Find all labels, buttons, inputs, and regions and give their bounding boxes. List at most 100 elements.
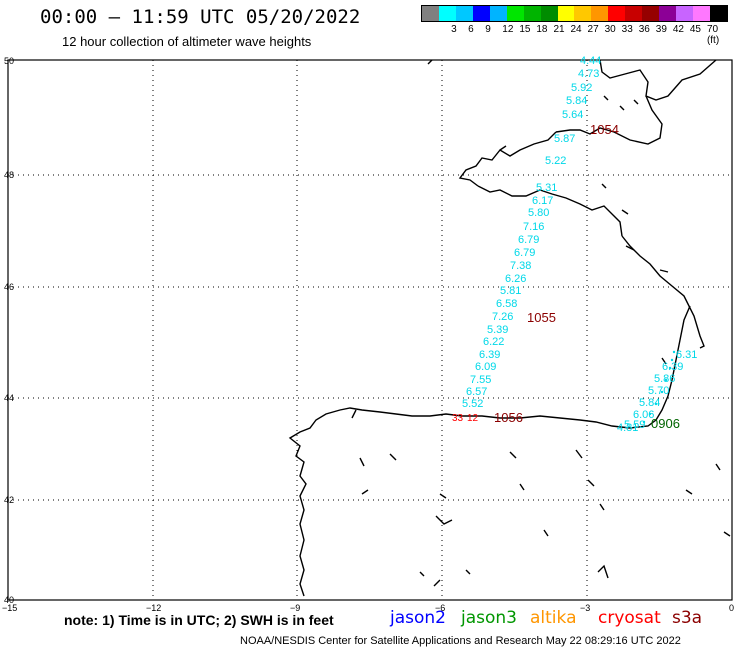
color-scale-label: 15 xyxy=(519,24,531,35)
lon-label: −3 xyxy=(580,603,590,613)
swh-value-label: 5.86 xyxy=(654,373,675,385)
swh-value-label: 5.92 xyxy=(571,82,592,94)
swh-value-label: 6.26 xyxy=(505,273,526,285)
swh-value-label: 4.81 xyxy=(617,422,638,434)
swh-value-label: 5.39 xyxy=(487,324,508,336)
color-scale-swatch xyxy=(438,6,456,21)
color-scale-label: 36 xyxy=(638,24,650,35)
legend-item-jason3: jason3 xyxy=(461,608,517,628)
color-scale-swatch xyxy=(625,6,643,21)
swh-value-label: 6.57 xyxy=(466,386,487,398)
swh-value-label: 5.80 xyxy=(528,207,549,219)
map-subtitle: 12 hour collection of altimeter wave hei… xyxy=(62,34,312,49)
swh-value-label: 5.81 xyxy=(500,285,521,297)
color-scale-label: 30 xyxy=(604,24,616,35)
swh-value-label: 6.31 xyxy=(676,349,697,361)
swh-value-label: 5.64 xyxy=(562,109,583,121)
legend-item-cryosat: cryosat xyxy=(598,608,661,628)
swh-value-label: 7.38 xyxy=(510,260,531,272)
swh-value-label: 5.52 xyxy=(462,398,483,410)
pass-time-label: 1054 xyxy=(590,122,619,137)
color-scale-label: 27 xyxy=(587,24,599,35)
color-scale-label: 3 xyxy=(451,24,457,35)
color-scale-label: 42 xyxy=(672,24,684,35)
graticule xyxy=(8,60,732,600)
color-scale-swatch xyxy=(489,6,507,21)
swh-value-label: 5.59 xyxy=(624,419,645,431)
legend-item-altika: altika xyxy=(530,608,577,628)
coastline xyxy=(288,59,731,597)
legend-item-s3a: s3a xyxy=(672,608,703,628)
swh-value-label: 7.16 xyxy=(523,221,544,233)
swh-value-label: 5.31 xyxy=(536,182,557,194)
lat-label: 42 xyxy=(4,495,14,505)
swh-value-label: 6.17 xyxy=(532,195,553,207)
lon-label: −6 xyxy=(435,603,445,613)
credit-line: NOAA/NESDIS Center for Satellite Applica… xyxy=(240,635,681,647)
swh-value-label: 6.39 xyxy=(662,361,683,373)
color-scale-label: 9 xyxy=(485,24,491,35)
pass-time-label: 1055 xyxy=(527,310,556,325)
track-b-labels: 6.316.395.865.705.846.065.594.81 xyxy=(617,349,697,434)
swh-value-label: 6.79 xyxy=(518,234,539,246)
swh-value-label: 5.84 xyxy=(566,95,587,107)
color-scale-swatch xyxy=(709,6,727,21)
lon-label: −9 xyxy=(290,603,300,613)
color-scale-label: 39 xyxy=(655,24,667,35)
swh-value-label: 6.09 xyxy=(475,361,496,373)
lat-label: 48 xyxy=(4,170,14,180)
color-scale-label: 45 xyxy=(689,24,701,35)
lon-label: 0 xyxy=(729,603,734,613)
color-scale-swatch xyxy=(472,6,490,21)
color-scale-label: 70 (ft) xyxy=(706,24,720,46)
map-title: 00:00 – 11:59 UTC 05/20/2022 xyxy=(40,6,361,28)
map-frame xyxy=(7,59,733,601)
color-scale-label: 12 xyxy=(502,24,514,35)
swh-value-label: 4.44 xyxy=(580,55,601,67)
color-scale-swatch xyxy=(557,6,575,21)
lon-label: −15 xyxy=(2,603,17,613)
color-scale-bar: 3 6 9 12 15 18 21 24 27 30 33 36 39 42 45 70 (ft) xyxy=(421,5,728,46)
color-scale-swatch xyxy=(591,6,609,21)
pass-time-label: 1056 xyxy=(494,410,523,425)
swh-value-label: 7.55 xyxy=(470,374,491,386)
swh-value-label: 6.22 xyxy=(483,336,504,348)
swh-value-label: 4.73 xyxy=(578,68,599,80)
swh-value-label: 5.70 xyxy=(648,385,669,397)
color-scale-swatch xyxy=(455,6,473,21)
swh-value-red: 12 xyxy=(467,413,479,424)
track-b-points xyxy=(642,350,676,424)
color-scale-label: 24 xyxy=(570,24,582,35)
color-scale-swatch xyxy=(523,6,541,21)
lat-label: 40 xyxy=(4,595,14,605)
color-scale-swatch xyxy=(676,6,693,21)
color-scale-swatch xyxy=(642,6,660,21)
swh-value-red: 33 xyxy=(452,413,464,424)
swh-value-label: 5.22 xyxy=(545,155,566,167)
swh-value-label: 6.39 xyxy=(479,349,500,361)
color-scale-swatches xyxy=(421,5,728,22)
lon-label: −12 xyxy=(146,603,161,613)
swh-value-label: 6.79 xyxy=(514,247,535,259)
color-scale-label: 18 xyxy=(536,24,548,35)
swh-value-label: 5.84 xyxy=(639,397,660,409)
swh-value-label: 6.06 xyxy=(633,409,654,421)
color-scale-labels: 3 6 9 12 15 18 21 24 27 30 33 36 39 42 45 70 (ft) xyxy=(421,22,728,46)
pass-time-label: 0906 xyxy=(651,416,680,431)
swh-value-label: 5.87 xyxy=(554,133,575,145)
footer-note: note: 1) Time is in UTC; 2) SWH is in fe… xyxy=(64,612,334,628)
color-scale-swatch xyxy=(659,6,677,21)
color-scale-swatch xyxy=(608,6,626,21)
legend-item-jason2: jason2 xyxy=(390,608,446,628)
lat-label: 44 xyxy=(4,393,14,403)
color-scale-swatch xyxy=(693,6,710,21)
lat-label: 46 xyxy=(4,282,14,292)
color-scale-label: 6 xyxy=(468,24,474,35)
lat-label: 50 xyxy=(4,56,14,66)
color-scale-swatch xyxy=(540,6,558,21)
track-a-labels: 4.444.73 5.925.84 5.64 5.87 5.22 5.316.175.80… xyxy=(462,55,601,410)
color-scale-swatch xyxy=(506,6,524,21)
color-scale-label: 21 xyxy=(553,24,565,35)
color-scale-swatch xyxy=(574,6,592,21)
